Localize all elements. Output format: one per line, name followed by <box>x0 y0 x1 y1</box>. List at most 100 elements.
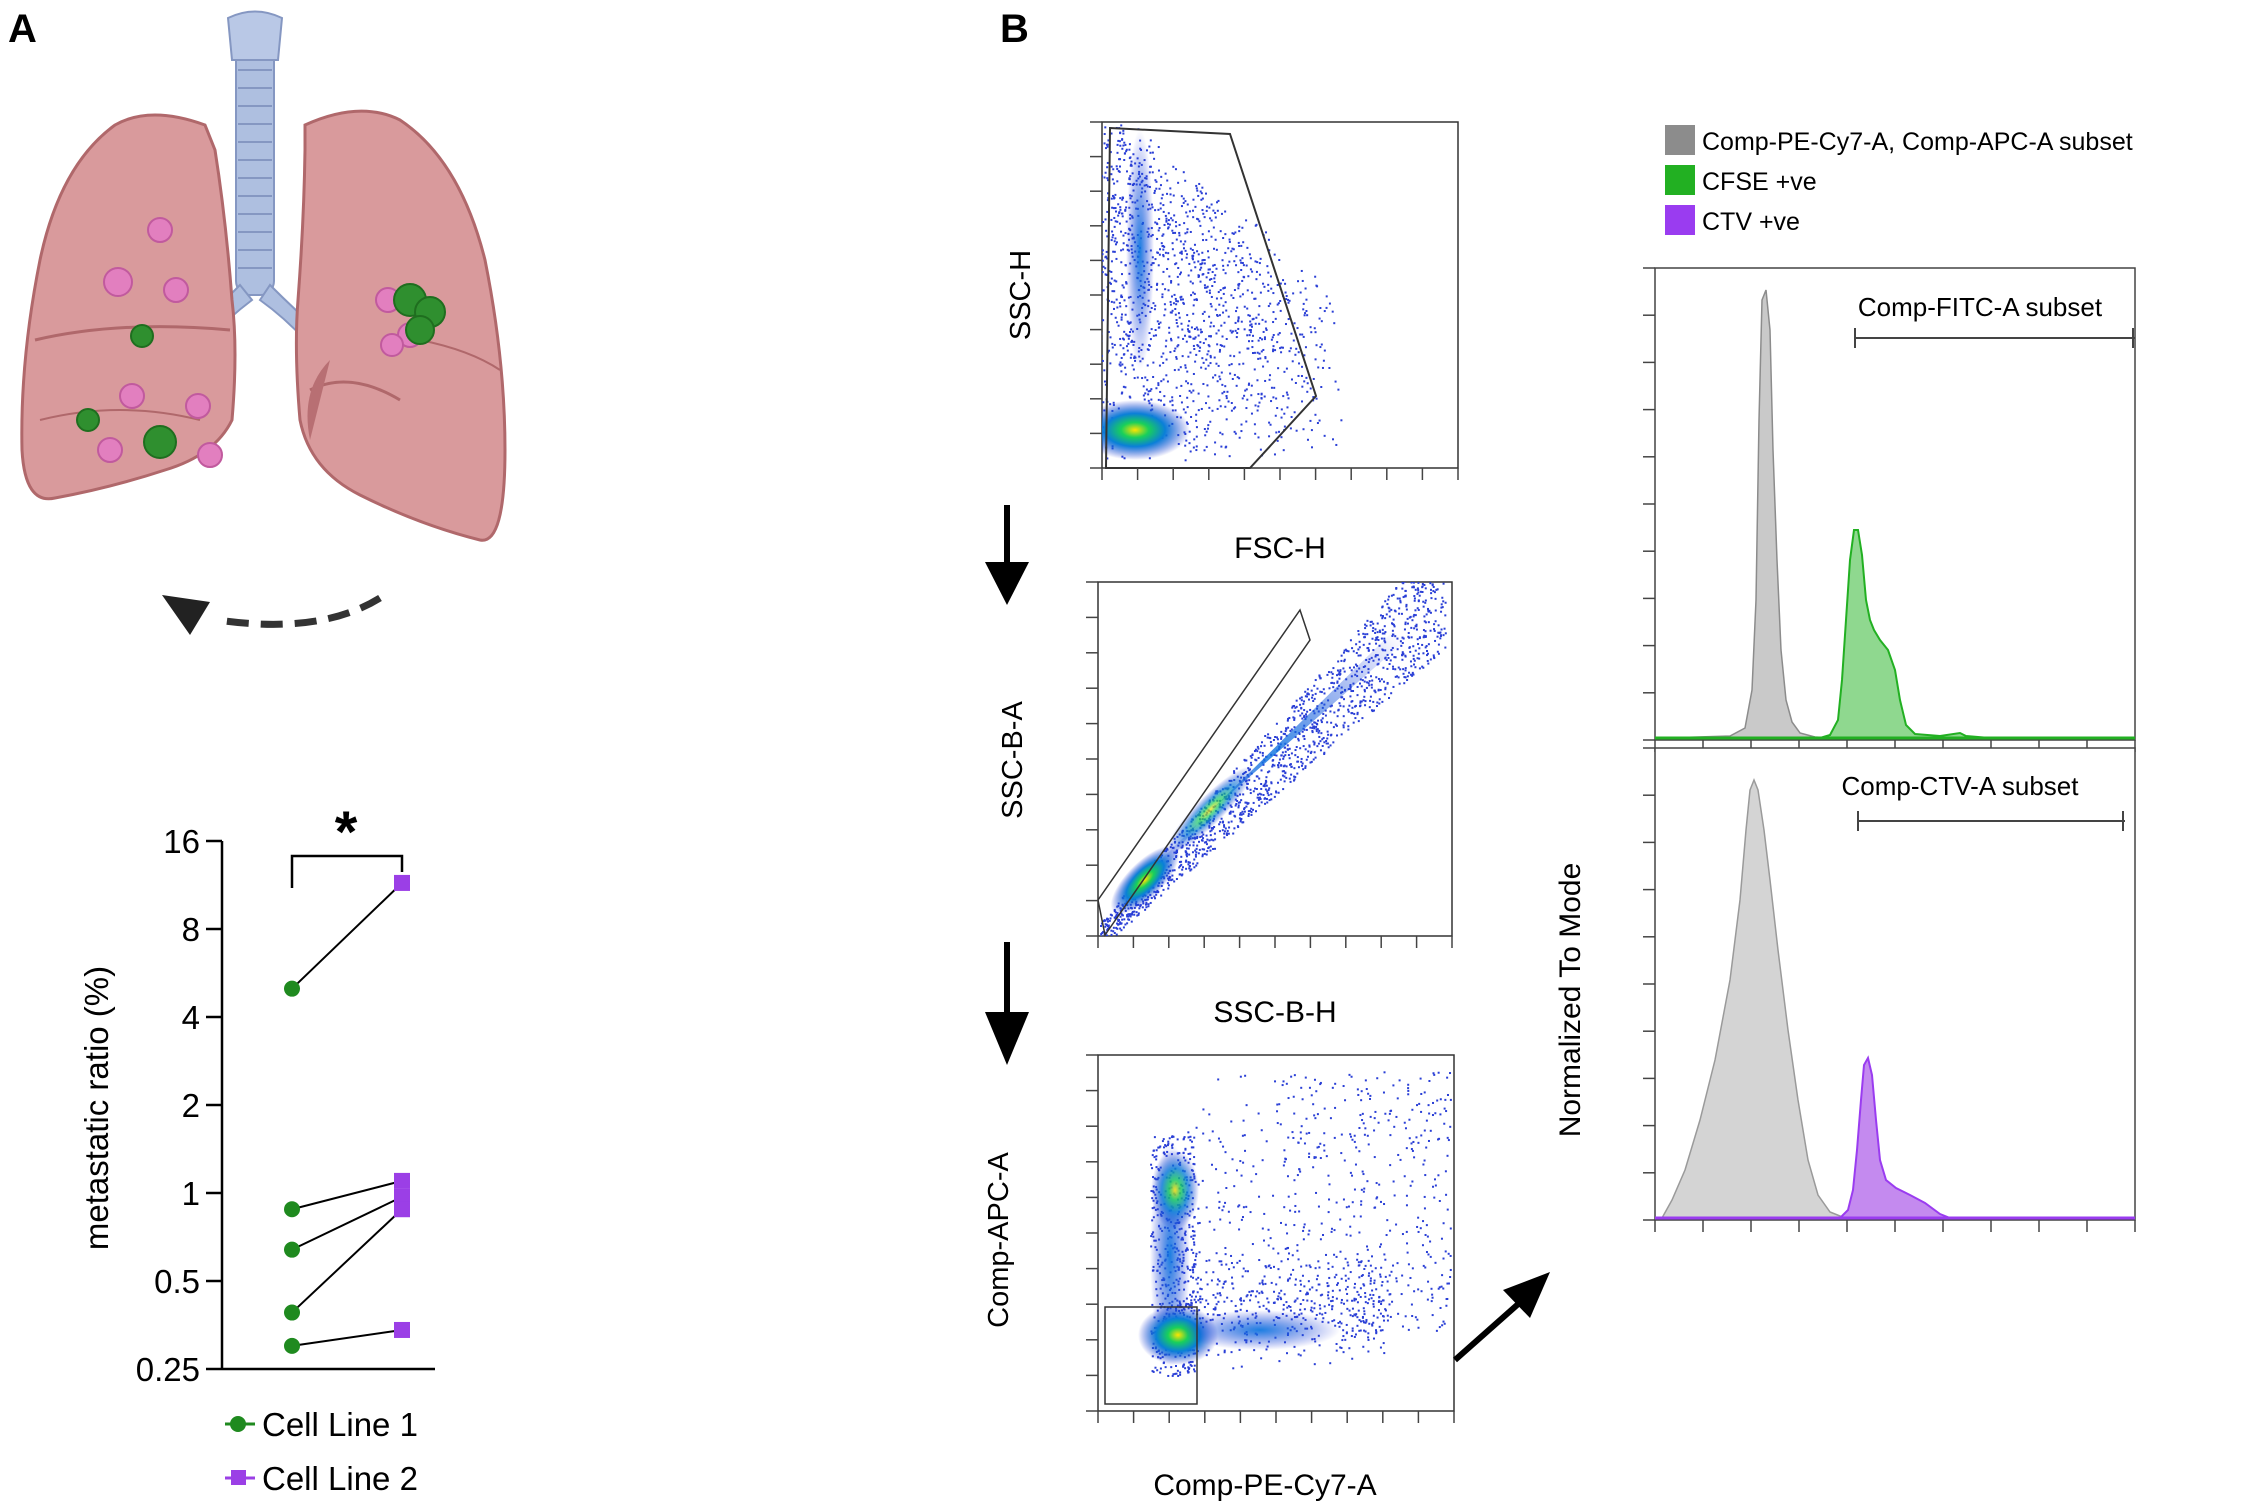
event-dot <box>1218 399 1221 402</box>
event-dot <box>1345 649 1348 652</box>
event-dot <box>1365 1320 1368 1323</box>
event-dot <box>1284 1157 1287 1160</box>
event-dot <box>1417 591 1420 594</box>
event-dot <box>1228 1221 1231 1224</box>
event-dot <box>1221 344 1224 347</box>
event-dot <box>1359 1215 1362 1218</box>
event-dot <box>1339 669 1342 672</box>
event-dot <box>1119 344 1122 347</box>
event-dot <box>1321 738 1324 741</box>
event-dot <box>1313 751 1316 754</box>
event-dot <box>1342 724 1345 727</box>
event-dot <box>1312 699 1315 702</box>
event-dot <box>1206 850 1209 853</box>
event-dot <box>1324 1311 1327 1314</box>
event-dot <box>1298 1168 1301 1171</box>
event-dot <box>1331 1086 1334 1089</box>
event-dot <box>1337 708 1340 711</box>
event-dot <box>1188 442 1191 445</box>
pink-nodules <box>97 217 423 468</box>
event-dot <box>1401 1233 1404 1236</box>
legend-label-grey: Comp-PE-Cy7-A, Comp-APC-A subset <box>1702 128 2133 156</box>
event-dot <box>1297 766 1300 769</box>
event-dot <box>1401 587 1404 590</box>
event-dot <box>1343 1302 1346 1305</box>
event-dot <box>1384 631 1387 634</box>
event-dot <box>1193 1243 1196 1246</box>
event-dot <box>1248 334 1251 337</box>
event-dot <box>1171 1135 1174 1138</box>
event-dot <box>1196 1282 1199 1285</box>
event-dot <box>1241 261 1244 264</box>
event-dot <box>1340 1152 1343 1155</box>
event-dot <box>1190 1248 1193 1251</box>
event-dot <box>1416 1318 1419 1321</box>
event-dot <box>1283 1206 1286 1209</box>
event-dot <box>1426 1235 1429 1238</box>
event-dot <box>1240 261 1243 264</box>
event-dot <box>1211 409 1214 412</box>
event-dot <box>1311 694 1314 697</box>
event-dot <box>1107 192 1110 195</box>
event-dot <box>1363 695 1366 698</box>
event-dot <box>1096 374 1098 376</box>
event-dot <box>1380 678 1383 681</box>
event-dot <box>1185 847 1188 850</box>
event-dot <box>1292 1136 1295 1139</box>
event-dot <box>1303 714 1306 717</box>
event-dot <box>1424 559 1426 561</box>
event-dot <box>1271 763 1274 766</box>
event-dot <box>1346 1292 1349 1295</box>
event-dot <box>1225 337 1228 340</box>
event-dot <box>1234 804 1237 807</box>
event-dot <box>1258 777 1261 780</box>
event-dot <box>1176 1138 1179 1141</box>
event-dot <box>1122 132 1125 135</box>
event-dot <box>1364 1127 1367 1130</box>
event-dot <box>1211 827 1214 830</box>
event-dot <box>1302 768 1305 771</box>
event-dot <box>1301 717 1304 720</box>
event-dot <box>1205 358 1208 361</box>
event-dot <box>1363 1313 1366 1316</box>
event-dot <box>1254 758 1257 761</box>
event-dot <box>1332 667 1335 670</box>
event-dot <box>1326 737 1329 740</box>
event-dot <box>1212 1308 1215 1311</box>
event-dot <box>1158 227 1161 230</box>
event-dot <box>1182 171 1185 174</box>
event-dot <box>1323 753 1326 756</box>
event-dot <box>1328 1183 1331 1186</box>
event-dot <box>1111 178 1114 181</box>
event-dot <box>1318 674 1321 677</box>
event-dot <box>1416 1225 1419 1228</box>
event-dot <box>1291 706 1294 709</box>
event-dot <box>1314 358 1317 361</box>
event-dot <box>1232 248 1235 251</box>
event-dot <box>1355 1313 1358 1316</box>
event-dot <box>1250 412 1253 415</box>
event-dot <box>1208 406 1211 409</box>
event-dot <box>1310 1300 1313 1303</box>
event-dot <box>1241 279 1244 282</box>
event-dot <box>1429 572 1431 574</box>
event-dot <box>1203 262 1206 265</box>
event-dot <box>1311 1286 1314 1289</box>
event-dot <box>1359 1320 1362 1323</box>
event-dot <box>1376 1196 1379 1199</box>
event-dot <box>1371 1324 1374 1327</box>
event-dot <box>1361 679 1364 682</box>
event-dot <box>1185 380 1188 383</box>
event-dot <box>1424 570 1426 572</box>
event-dot <box>1266 771 1269 774</box>
event-dot <box>1449 1125 1452 1128</box>
event-dot <box>1280 754 1283 757</box>
event-dot <box>1260 741 1263 744</box>
event-dot <box>1413 1156 1416 1159</box>
point-cell-line-2 <box>394 1201 410 1218</box>
event-dot <box>1240 1174 1243 1177</box>
event-dot <box>1171 404 1174 407</box>
event-dot <box>1428 1112 1431 1115</box>
dashed-return-arrow-icon <box>162 595 382 635</box>
